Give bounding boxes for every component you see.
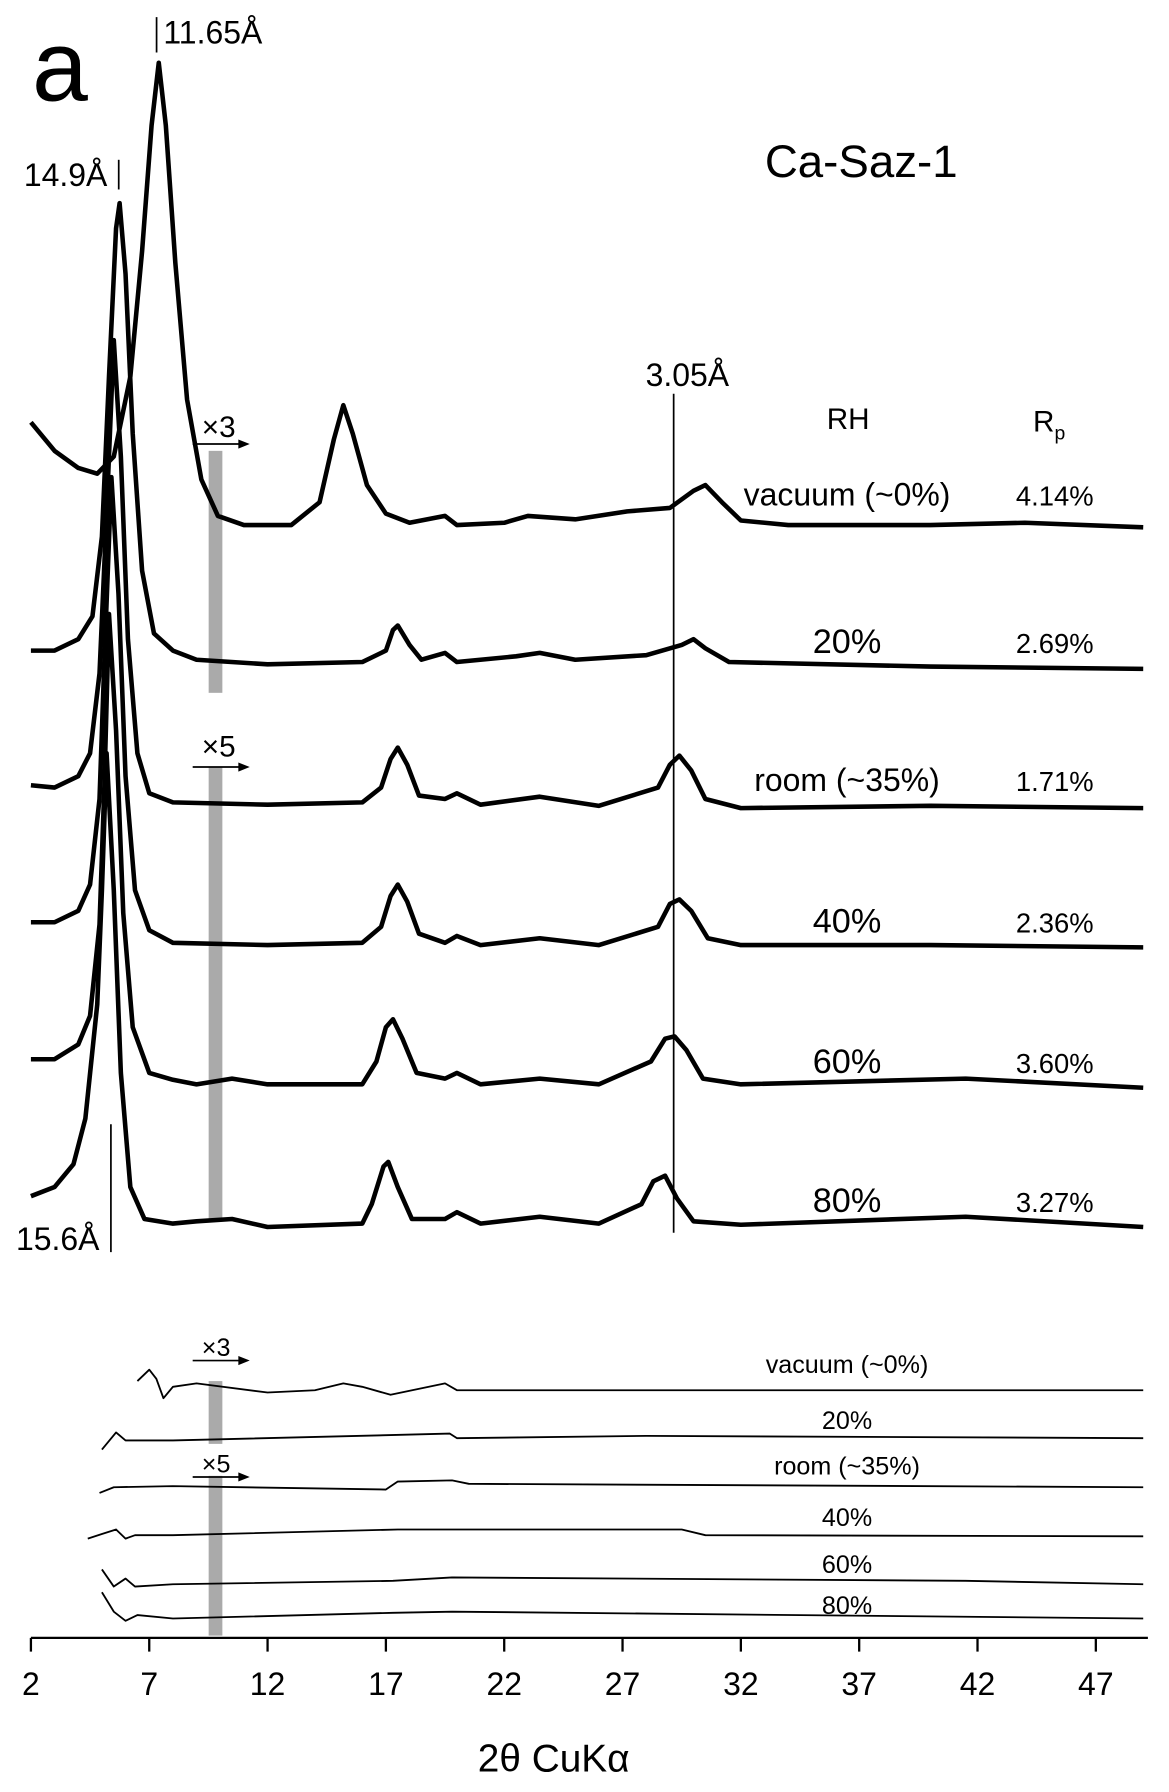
x-tick-label: 27 [605, 1666, 641, 1702]
difference-curve [101, 1591, 1144, 1622]
residual-label: 60% [822, 1551, 872, 1579]
observed-pattern [30, 337, 1144, 811]
rp-label: 2.69% [1016, 628, 1094, 659]
x-tick-label: 17 [368, 1666, 404, 1702]
d-marker-label: 11.65Å [163, 14, 263, 50]
observed-pattern [30, 751, 1144, 1230]
residual-label: vacuum (~0%) [766, 1351, 929, 1379]
rh-label: room (~35%) [754, 762, 939, 798]
difference-curve [101, 1431, 1144, 1451]
x-tick-label: 7 [140, 1666, 158, 1702]
x-tick-label: 47 [1078, 1666, 1114, 1702]
rh-label: 20% [813, 623, 882, 661]
rp-label: 4.14% [1016, 481, 1094, 512]
d-marker-label: 14.9Å [24, 157, 108, 193]
scale-arrowhead [238, 1472, 250, 1482]
rp-header: Rp [1033, 405, 1065, 444]
observed-pattern [30, 474, 1144, 950]
d-marker-label: 3.05Å [646, 357, 730, 393]
scale-arrowhead [238, 762, 250, 772]
scale-arrowhead [238, 1355, 250, 1366]
rh-label: 80% [813, 1182, 882, 1220]
rh-label: vacuum (~0%) [744, 477, 951, 513]
scale-label: ×3 [202, 411, 236, 444]
rp-header-sub: p [1054, 422, 1065, 444]
x-tick-label: 22 [486, 1666, 522, 1702]
x-tick-label: 37 [841, 1666, 877, 1702]
scale-label: ×3 [202, 1334, 231, 1362]
x-tick-label: 32 [723, 1666, 759, 1702]
difference-curve [136, 1368, 1144, 1400]
rh-label: 40% [813, 903, 882, 941]
observed-pattern [29, 60, 1144, 530]
observed-pattern [30, 200, 1144, 672]
rp-label: 1.71% [1016, 766, 1094, 797]
rp-label: 3.60% [1016, 1048, 1094, 1079]
rp-label: 3.27% [1016, 1187, 1094, 1218]
difference-curve [99, 1479, 1144, 1494]
d-marker-label: 15.6Å [16, 1221, 100, 1257]
residual-label: 40% [822, 1504, 872, 1532]
x-tick-label: 12 [250, 1666, 286, 1702]
residual-label: 20% [822, 1407, 872, 1435]
residual-label: 80% [822, 1592, 872, 1620]
scale-bar [208, 1475, 223, 1636]
rh-label: 60% [813, 1043, 882, 1081]
scale-arrowhead [238, 439, 250, 449]
scale-label: ×5 [202, 731, 236, 764]
rp-label: 2.36% [1016, 908, 1094, 939]
rh-header: RH [827, 403, 870, 436]
difference-curve [87, 1528, 1144, 1540]
x-axis-title: 2θ CuKα [478, 1737, 630, 1780]
scale-bar [208, 767, 223, 1222]
residual-label: room (~35%) [774, 1453, 920, 1481]
rp-header-base: R [1033, 405, 1054, 438]
chart-title: Ca-Saz-1 [765, 136, 958, 187]
scale-bar [208, 450, 223, 693]
scale-bar [208, 1381, 223, 1444]
scale-label: ×5 [202, 1450, 231, 1478]
x-tick-label: 2 [22, 1666, 40, 1702]
difference-curve [101, 1568, 1144, 1588]
panel-label: a [32, 10, 88, 122]
observed-pattern [30, 611, 1144, 1091]
x-tick-label: 42 [960, 1666, 996, 1702]
